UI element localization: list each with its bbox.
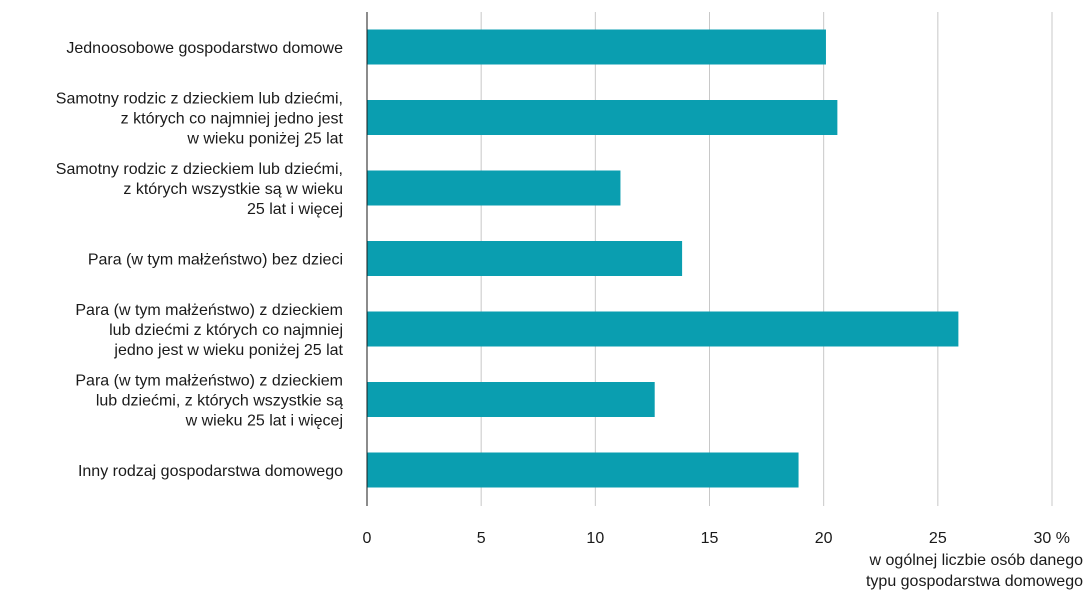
bar — [367, 100, 838, 135]
category-label: Samotny rodzic z dzieckiem lub dziećmi, — [56, 91, 343, 108]
category-label: 25 lat i więcej — [247, 201, 343, 218]
bar — [367, 241, 683, 276]
category-label: Samotny rodzic z dzieckiem lub dziećmi, — [56, 161, 343, 178]
category-label: w wieku poniżej 25 lat — [186, 131, 343, 148]
bar — [367, 452, 799, 488]
bar — [367, 311, 959, 347]
category-label: Jednoosobowe gospodarstwo domowe — [66, 40, 343, 57]
bars — [367, 29, 959, 488]
category-label: Para (w tym małżeństwo) bez dzieci — [88, 252, 343, 269]
x-axis-title-line: w ogólnej liczbie osób danego — [869, 552, 1084, 569]
x-axis-title-line: typu gospodarstwa domowego — [866, 573, 1083, 590]
x-tick-label: 20 — [815, 530, 833, 547]
x-tick-labels: 0 5 10 15 20 25 30 % — [363, 530, 1070, 547]
category-label: jedno jest w wieku poniżej 25 lat — [113, 342, 343, 359]
bar — [367, 170, 621, 206]
category-label: Para (w tym małżeństwo) z dzieckiem — [75, 302, 343, 319]
grid-lines — [480, 12, 1053, 506]
category-label: lub dziećmi, z których wszystkie są — [96, 393, 343, 410]
x-tick-label: 0 — [363, 530, 372, 547]
x-tick-label: 30 % — [1034, 530, 1070, 547]
x-tick-label: 15 — [701, 530, 719, 547]
bar — [367, 382, 655, 417]
bar — [367, 29, 826, 65]
category-label: w wieku 25 lat i więcej — [185, 413, 343, 430]
category-label: Para (w tym małżeństwo) z dzieckiem — [75, 373, 343, 390]
category-label: z których wszystkie są w wieku — [123, 181, 343, 198]
x-tick-label: 25 — [929, 530, 947, 547]
category-labels: Jednoosobowe gospodarstwo domowe Samotny … — [56, 40, 344, 480]
category-label: Inny rodzaj gospodarstwa domowego — [78, 463, 343, 480]
category-label: lub dziećmi z których co najmniej — [109, 322, 343, 339]
x-tick-label: 10 — [586, 530, 604, 547]
category-label: z których co najmniej jedno jest — [121, 111, 344, 128]
x-tick-label: 5 — [477, 530, 486, 547]
x-axis-title: w ogólnej liczbie osób danego typu gospod… — [866, 552, 1083, 590]
